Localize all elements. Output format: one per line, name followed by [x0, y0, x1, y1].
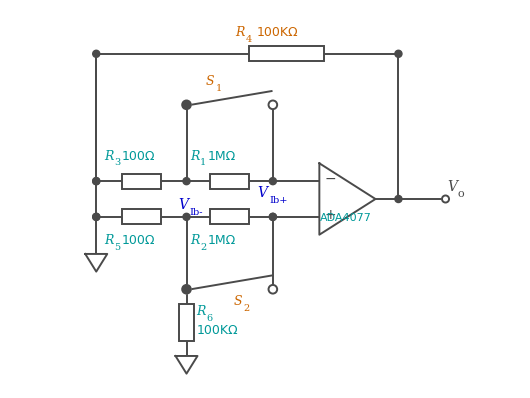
Circle shape: [183, 286, 190, 293]
Circle shape: [269, 178, 276, 185]
Text: R: R: [235, 26, 245, 39]
Text: 1: 1: [216, 84, 222, 93]
Circle shape: [395, 195, 402, 203]
Circle shape: [183, 178, 190, 185]
Text: R: R: [190, 150, 200, 162]
Text: 100Ω: 100Ω: [122, 150, 155, 162]
Circle shape: [183, 101, 190, 108]
Text: 4: 4: [245, 35, 252, 44]
Bar: [179, 304, 195, 341]
Text: Ib+: Ib+: [269, 196, 287, 205]
Text: V: V: [257, 186, 267, 200]
Circle shape: [182, 101, 191, 109]
Circle shape: [93, 213, 100, 220]
Text: 1: 1: [200, 158, 207, 168]
Text: 1MΩ: 1MΩ: [208, 234, 236, 247]
Text: R: R: [190, 234, 200, 247]
Circle shape: [93, 213, 100, 220]
Text: 1MΩ: 1MΩ: [208, 150, 236, 162]
Bar: [122, 209, 161, 224]
Text: Ib-: Ib-: [190, 207, 203, 217]
Circle shape: [93, 178, 100, 185]
Text: 3: 3: [114, 158, 120, 168]
Text: S: S: [234, 295, 242, 308]
Text: ADA4077: ADA4077: [320, 213, 372, 222]
Circle shape: [395, 50, 402, 57]
Text: V: V: [179, 198, 189, 212]
Text: 2: 2: [243, 304, 250, 313]
Text: S: S: [206, 75, 215, 88]
Circle shape: [269, 101, 277, 109]
Circle shape: [269, 285, 277, 294]
Bar: [210, 174, 249, 189]
Bar: [249, 46, 324, 61]
Text: −: −: [324, 172, 335, 186]
Bar: [210, 209, 249, 224]
Text: 5: 5: [114, 243, 120, 252]
Circle shape: [269, 213, 276, 220]
Bar: [122, 174, 161, 189]
Text: 2: 2: [200, 243, 207, 252]
Circle shape: [182, 285, 191, 294]
Text: R: R: [196, 305, 206, 318]
Circle shape: [269, 213, 276, 220]
Circle shape: [442, 195, 449, 203]
Text: R: R: [104, 150, 113, 162]
Circle shape: [183, 213, 190, 220]
Circle shape: [93, 50, 100, 57]
Text: o: o: [457, 189, 464, 199]
Text: 6: 6: [206, 314, 212, 323]
Text: 100Ω: 100Ω: [122, 234, 155, 247]
Text: 100KΩ: 100KΩ: [196, 324, 238, 338]
Text: V: V: [447, 180, 457, 194]
Circle shape: [183, 286, 190, 293]
Circle shape: [93, 178, 100, 185]
Text: +: +: [324, 208, 335, 222]
Text: R: R: [104, 234, 113, 247]
Text: 100KΩ: 100KΩ: [257, 26, 299, 39]
